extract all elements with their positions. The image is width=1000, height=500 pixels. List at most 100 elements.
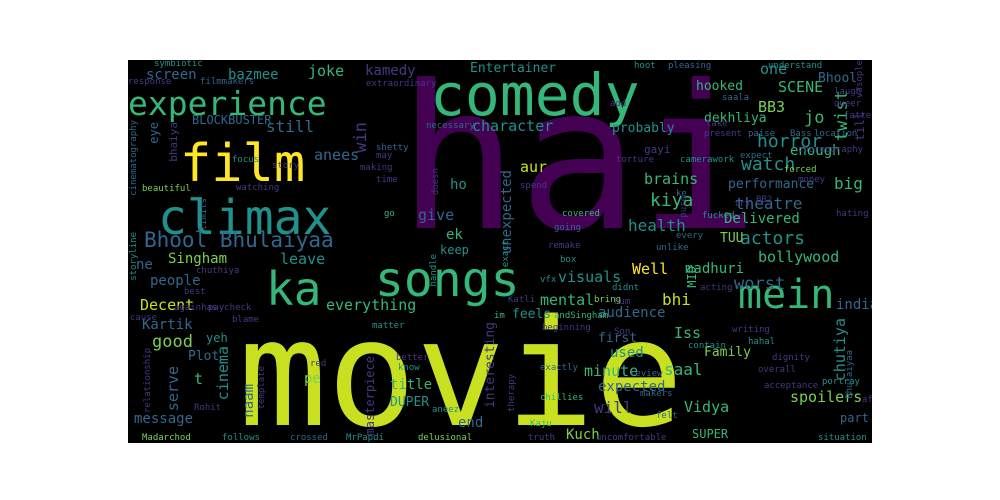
- word-story: story: [272, 161, 300, 171]
- word-ho: ho: [450, 177, 467, 193]
- word-filmmakers: filmmakers: [200, 77, 255, 87]
- word-didnt: didnt: [612, 283, 640, 293]
- word-delusional: delusional: [418, 433, 473, 443]
- word-box: box: [560, 255, 577, 265]
- word-paycheck: paycheck: [208, 303, 252, 313]
- word-vidya: Vidya: [684, 398, 730, 416]
- word-aneez: aneez: [432, 405, 460, 415]
- word-blockbuster: BLOCKBUSTER: [192, 113, 272, 127]
- word-beginning: beginning: [542, 323, 591, 333]
- word-kiya: kiya: [650, 190, 694, 211]
- word-try: try: [734, 199, 751, 209]
- word-best: best: [184, 287, 206, 297]
- word-contain: contain: [688, 341, 726, 351]
- word-hoot: hoot: [634, 61, 656, 71]
- word-madhuri: madhuri: [685, 261, 745, 277]
- word-brains: brains: [644, 170, 699, 188]
- word-audience: audience: [598, 305, 666, 321]
- word-climax: climax: [158, 190, 332, 246]
- word-delivered: Delivered: [724, 211, 800, 227]
- word-therapy: therapy: [507, 374, 517, 412]
- word-health: health: [628, 216, 686, 235]
- word-situation: situation: [818, 433, 867, 443]
- word-worst: worst: [734, 274, 786, 294]
- word-truth: truth: [528, 433, 556, 443]
- word-relationship: relationship: [143, 348, 153, 414]
- word-necessary: necessary: [426, 121, 475, 131]
- word-makers: makers: [640, 389, 673, 399]
- word-fattest: fattest: [844, 111, 872, 121]
- word-doesn: doesn: [431, 168, 441, 196]
- word-felt: felt: [656, 411, 678, 421]
- word-pe: pe: [304, 371, 321, 387]
- word-af: af: [862, 395, 872, 405]
- word-masterpiece: masterpiece: [363, 356, 377, 436]
- word-shetty: shetty: [376, 143, 409, 153]
- word-take: take: [706, 119, 728, 129]
- word-money: money: [798, 175, 826, 185]
- word-duper: DUPER: [390, 395, 430, 410]
- word-entertainer: Entertainer: [470, 61, 557, 76]
- word-mein: mein: [738, 272, 835, 318]
- word-super: SUPER: [692, 427, 729, 441]
- word-location: location: [814, 129, 858, 139]
- word-uncomfortable: uncomfortable: [596, 433, 667, 443]
- word-enough: enough: [790, 143, 841, 159]
- word-fucked: fucked: [702, 211, 735, 221]
- word-go: go: [384, 209, 395, 219]
- word-experience: experience: [128, 84, 327, 123]
- word-laugh: laugh: [834, 87, 862, 97]
- word-portray: portray: [822, 377, 860, 387]
- word-well: Well: [632, 260, 669, 278]
- word-forced: forced: [784, 165, 817, 175]
- word-t: t: [194, 370, 204, 388]
- word-joke: joke: [308, 62, 345, 80]
- word-symbiotic: symbiotic: [154, 60, 203, 69]
- word-give: give: [418, 206, 455, 224]
- word-tuu: TUU: [720, 231, 744, 246]
- word-ek: ek: [446, 227, 463, 243]
- word-one: one: [760, 60, 788, 78]
- word-matter: matter: [372, 321, 405, 331]
- word-mrpapdi: MrPapdi: [346, 433, 384, 443]
- word-songs: songs: [375, 252, 520, 308]
- word-scene: SCENE: [778, 78, 824, 96]
- word-mid: MID: [685, 266, 699, 288]
- word-kaju: Kaju: [530, 419, 552, 429]
- word-covered: covered: [562, 209, 600, 219]
- word-will: will: [594, 398, 633, 417]
- word-bass: Bass: [790, 129, 812, 139]
- word-cinematography: cinematography: [129, 120, 139, 196]
- word-naam: naam: [241, 384, 257, 418]
- word-movie: movie: [238, 288, 684, 443]
- word-torture: torture: [616, 155, 654, 165]
- word-indian: indian: [836, 297, 872, 313]
- word-son: Son: [614, 327, 631, 337]
- word-crossed: crossed: [290, 433, 328, 443]
- word-expect: expect: [740, 151, 773, 161]
- word-choreography: choreography: [798, 145, 864, 155]
- word-overall: overall: [758, 365, 796, 375]
- word-eye: eye: [147, 122, 161, 144]
- word-remake: remake: [548, 241, 581, 251]
- word-limits: limits: [199, 198, 209, 231]
- word-present: present: [704, 129, 742, 139]
- word-bb3: BB3: [758, 98, 786, 116]
- word-mental: mental: [540, 291, 595, 309]
- word-know: know: [398, 363, 420, 373]
- word-screen: screen: [146, 67, 197, 83]
- word-making: making: [360, 163, 393, 173]
- word-bhool: Bhool: [818, 71, 858, 86]
- word-theatre: theatre: [735, 194, 803, 213]
- word-exact: exact: [501, 240, 511, 268]
- word-handle: handle: [429, 254, 439, 287]
- word-madarchod: Madarchod: [142, 433, 191, 443]
- word-extraordinary: extraordinary: [366, 79, 437, 89]
- word-interesting: interesting: [483, 322, 498, 409]
- word-plot: Plot: [188, 349, 220, 364]
- word-storyline: storyline: [129, 232, 139, 281]
- word-saala: saala: [722, 93, 750, 103]
- word-end: end: [458, 415, 484, 431]
- word-aur: aur: [520, 158, 548, 176]
- word-character: character: [472, 117, 554, 135]
